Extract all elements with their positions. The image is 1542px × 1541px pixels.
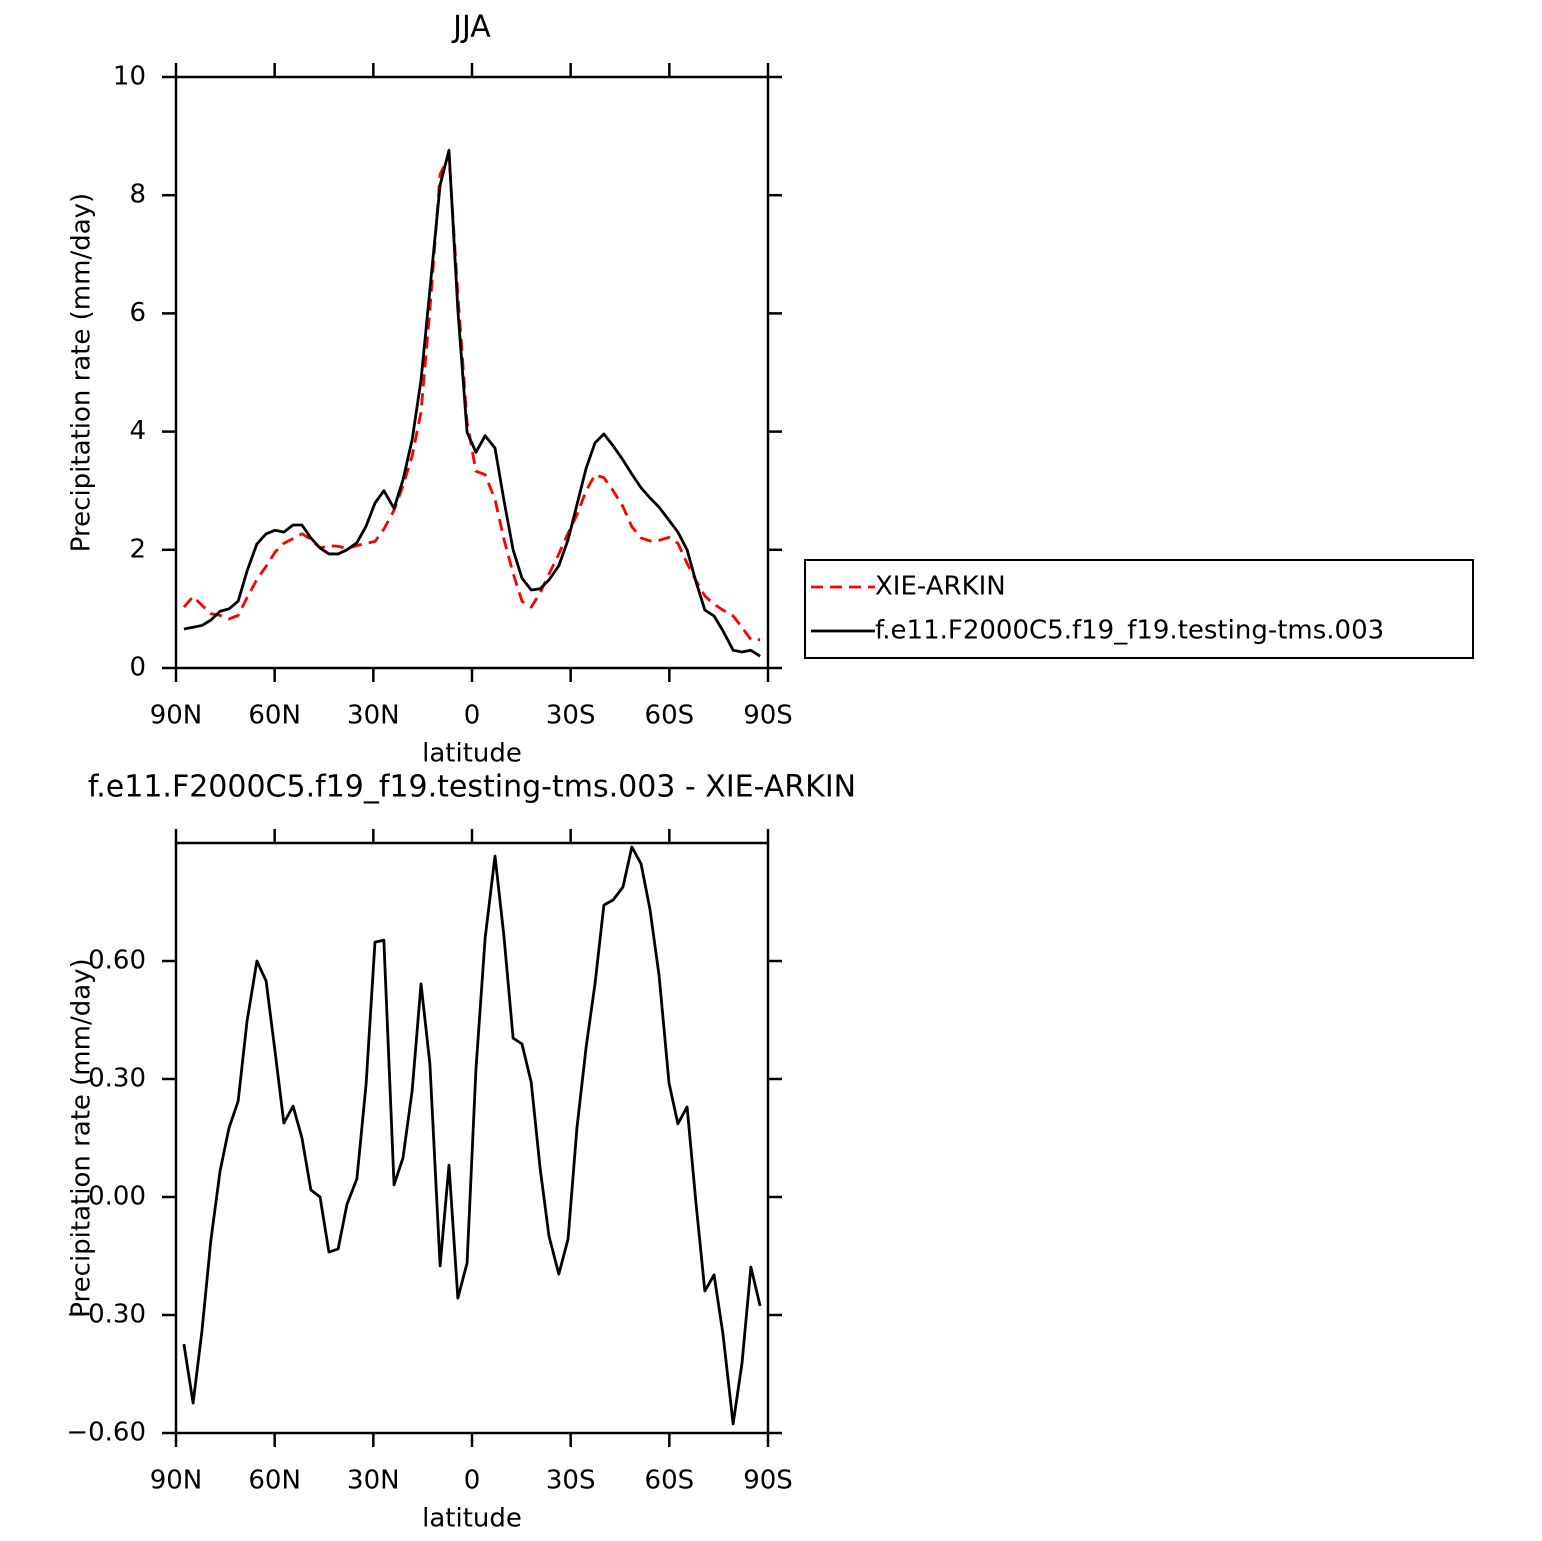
- x-tick-label: 90N: [150, 1466, 203, 1496]
- legend: XIE-ARKIN f.e11.F2000C5.f19_f19.testing-t…: [804, 559, 1474, 659]
- y-tick-label: −0.60: [66, 1418, 146, 1448]
- chart-title: JJA: [451, 10, 491, 45]
- y-tick-label: 8: [129, 180, 146, 210]
- x-tick-label: 0: [464, 1466, 481, 1496]
- x-tick-label: 60S: [645, 1466, 695, 1496]
- x-axis-label: latitude: [422, 739, 522, 769]
- data-line: [182, 845, 762, 1426]
- y-tick-label: 0.60: [88, 946, 146, 976]
- x-tick-label: 60S: [645, 701, 695, 731]
- x-tick-label: 30N: [347, 701, 400, 731]
- y-tick-label: 10: [113, 62, 146, 92]
- plot-frame: [174, 75, 770, 670]
- y-tick-label: −0.30: [66, 1300, 146, 1330]
- legend-box: [804, 559, 1474, 659]
- y-tick-label: 2: [129, 534, 146, 564]
- x-tick-label: 30S: [546, 1466, 596, 1496]
- y-tick-label: 4: [129, 416, 146, 446]
- x-tick-label: 90N: [150, 701, 203, 731]
- x-tick-label: 90S: [743, 701, 793, 731]
- y-axis-label: Precipitation rate (mm/day): [67, 193, 97, 552]
- x-tick-label: 30N: [347, 1466, 400, 1496]
- data-line: [183, 148, 761, 658]
- y-tick-label: 0.30: [88, 1064, 146, 1094]
- x-axis-label: latitude: [422, 1504, 522, 1534]
- x-tick-label: 60N: [248, 1466, 301, 1496]
- x-tick-label: 90S: [743, 1466, 793, 1496]
- plot-frame: [174, 841, 770, 1435]
- x-tick-label: 0: [464, 701, 481, 731]
- legend-label: f.e11.F2000C5.f19_f19.testing-tms.003: [875, 616, 1384, 646]
- x-tick-label: 30S: [546, 701, 596, 731]
- y-tick-label: 6: [129, 298, 146, 328]
- legend-label: XIE-ARKIN: [875, 572, 1006, 602]
- y-tick-label: 0.00: [88, 1182, 146, 1212]
- x-tick-label: 60N: [248, 701, 301, 731]
- y-tick-label: 0: [129, 653, 146, 683]
- data-line: [182, 153, 761, 642]
- y-axis-label: Precipitation rate (mm/day): [67, 958, 97, 1317]
- chart-title: f.e11.F2000C5.f19_f19.testing-tms.003 - …: [88, 770, 856, 805]
